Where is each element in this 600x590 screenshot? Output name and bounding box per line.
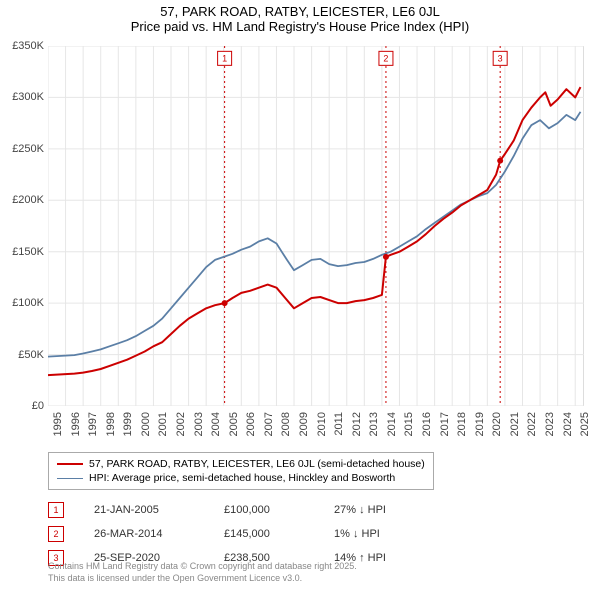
x-tick-label: 1997: [87, 412, 99, 452]
legend: 57, PARK ROAD, RATBY, LEICESTER, LE6 0JL…: [48, 452, 434, 490]
marker-row-2: 2 26-MAR-2014 £145,000 1% ↓ HPI: [48, 522, 434, 546]
marker-price-2: £145,000: [224, 528, 304, 540]
x-tick-label: 2018: [456, 412, 468, 452]
legend-swatch-property: [57, 463, 83, 465]
x-tick-label: 2004: [210, 412, 222, 452]
title-subtitle: Price paid vs. HM Land Registry's House …: [0, 19, 600, 34]
x-tick-label: 2021: [509, 412, 521, 452]
svg-text:2: 2: [383, 53, 388, 63]
x-tick-label: 2012: [351, 412, 363, 452]
x-tick-label: 2008: [280, 412, 292, 452]
x-tick-label: 2005: [228, 412, 240, 452]
y-tick-label: £350K: [2, 40, 44, 52]
footer-line1: Contains HM Land Registry data © Crown c…: [48, 561, 357, 573]
price-chart: 1 2 3: [48, 46, 584, 406]
y-tick-label: £200K: [2, 194, 44, 206]
x-tick-label: 2017: [439, 412, 451, 452]
x-tick-label: 1996: [70, 412, 82, 452]
x-tick-label: 2020: [491, 412, 503, 452]
legend-label-hpi: HPI: Average price, semi-detached house,…: [89, 472, 395, 484]
x-tick-label: 2007: [263, 412, 275, 452]
marker-table: 1 21-JAN-2005 £100,000 27% ↓ HPI 2 26-MA…: [48, 498, 434, 570]
x-tick-label: 2019: [474, 412, 486, 452]
y-tick-label: £0: [2, 400, 44, 412]
x-tick-label: 2025: [579, 412, 591, 452]
x-tick-label: 2000: [140, 412, 152, 452]
marker-price-1: £100,000: [224, 504, 304, 516]
title-area: 57, PARK ROAD, RATBY, LEICESTER, LE6 0JL…: [0, 0, 600, 34]
legend-row-hpi: HPI: Average price, semi-detached house,…: [57, 471, 425, 485]
y-tick-label: £250K: [2, 143, 44, 155]
y-tick-label: £50K: [2, 349, 44, 361]
marker-box-2: 2: [48, 526, 64, 542]
marker-diff-2: 1% ↓ HPI: [334, 528, 434, 540]
marker-date-1: 21-JAN-2005: [94, 504, 194, 516]
footer-line2: This data is licensed under the Open Gov…: [48, 573, 357, 585]
x-tick-label: 1998: [105, 412, 117, 452]
chart-container: 57, PARK ROAD, RATBY, LEICESTER, LE6 0JL…: [0, 0, 600, 590]
x-tick-label: 2024: [562, 412, 574, 452]
svg-text:1: 1: [222, 53, 227, 63]
x-tick-label: 2013: [368, 412, 380, 452]
title-address: 57, PARK ROAD, RATBY, LEICESTER, LE6 0JL: [0, 4, 600, 19]
svg-text:3: 3: [498, 53, 503, 63]
y-tick-label: £150K: [2, 246, 44, 258]
x-tick-label: 2001: [157, 412, 169, 452]
x-tick-label: 2010: [316, 412, 328, 452]
legend-row-property: 57, PARK ROAD, RATBY, LEICESTER, LE6 0JL…: [57, 457, 425, 471]
marker-box-1: 1: [48, 502, 64, 518]
x-tick-label: 2022: [526, 412, 538, 452]
marker-date-2: 26-MAR-2014: [94, 528, 194, 540]
x-tick-label: 2011: [333, 412, 345, 452]
y-tick-label: £100K: [2, 297, 44, 309]
marker-row-1: 1 21-JAN-2005 £100,000 27% ↓ HPI: [48, 498, 434, 522]
y-tick-label: £300K: [2, 91, 44, 103]
marker-diff-1: 27% ↓ HPI: [334, 504, 434, 516]
x-tick-label: 2016: [421, 412, 433, 452]
x-tick-label: 2014: [386, 412, 398, 452]
x-tick-label: 2003: [193, 412, 205, 452]
x-tick-label: 2023: [544, 412, 556, 452]
x-tick-label: 2006: [245, 412, 257, 452]
x-tick-label: 1995: [52, 412, 64, 452]
x-tick-label: 2002: [175, 412, 187, 452]
x-tick-label: 1999: [122, 412, 134, 452]
x-tick-label: 2015: [403, 412, 415, 452]
legend-swatch-hpi: [57, 478, 83, 479]
x-tick-label: 2009: [298, 412, 310, 452]
legend-label-property: 57, PARK ROAD, RATBY, LEICESTER, LE6 0JL…: [89, 458, 425, 470]
footer: Contains HM Land Registry data © Crown c…: [48, 561, 357, 584]
